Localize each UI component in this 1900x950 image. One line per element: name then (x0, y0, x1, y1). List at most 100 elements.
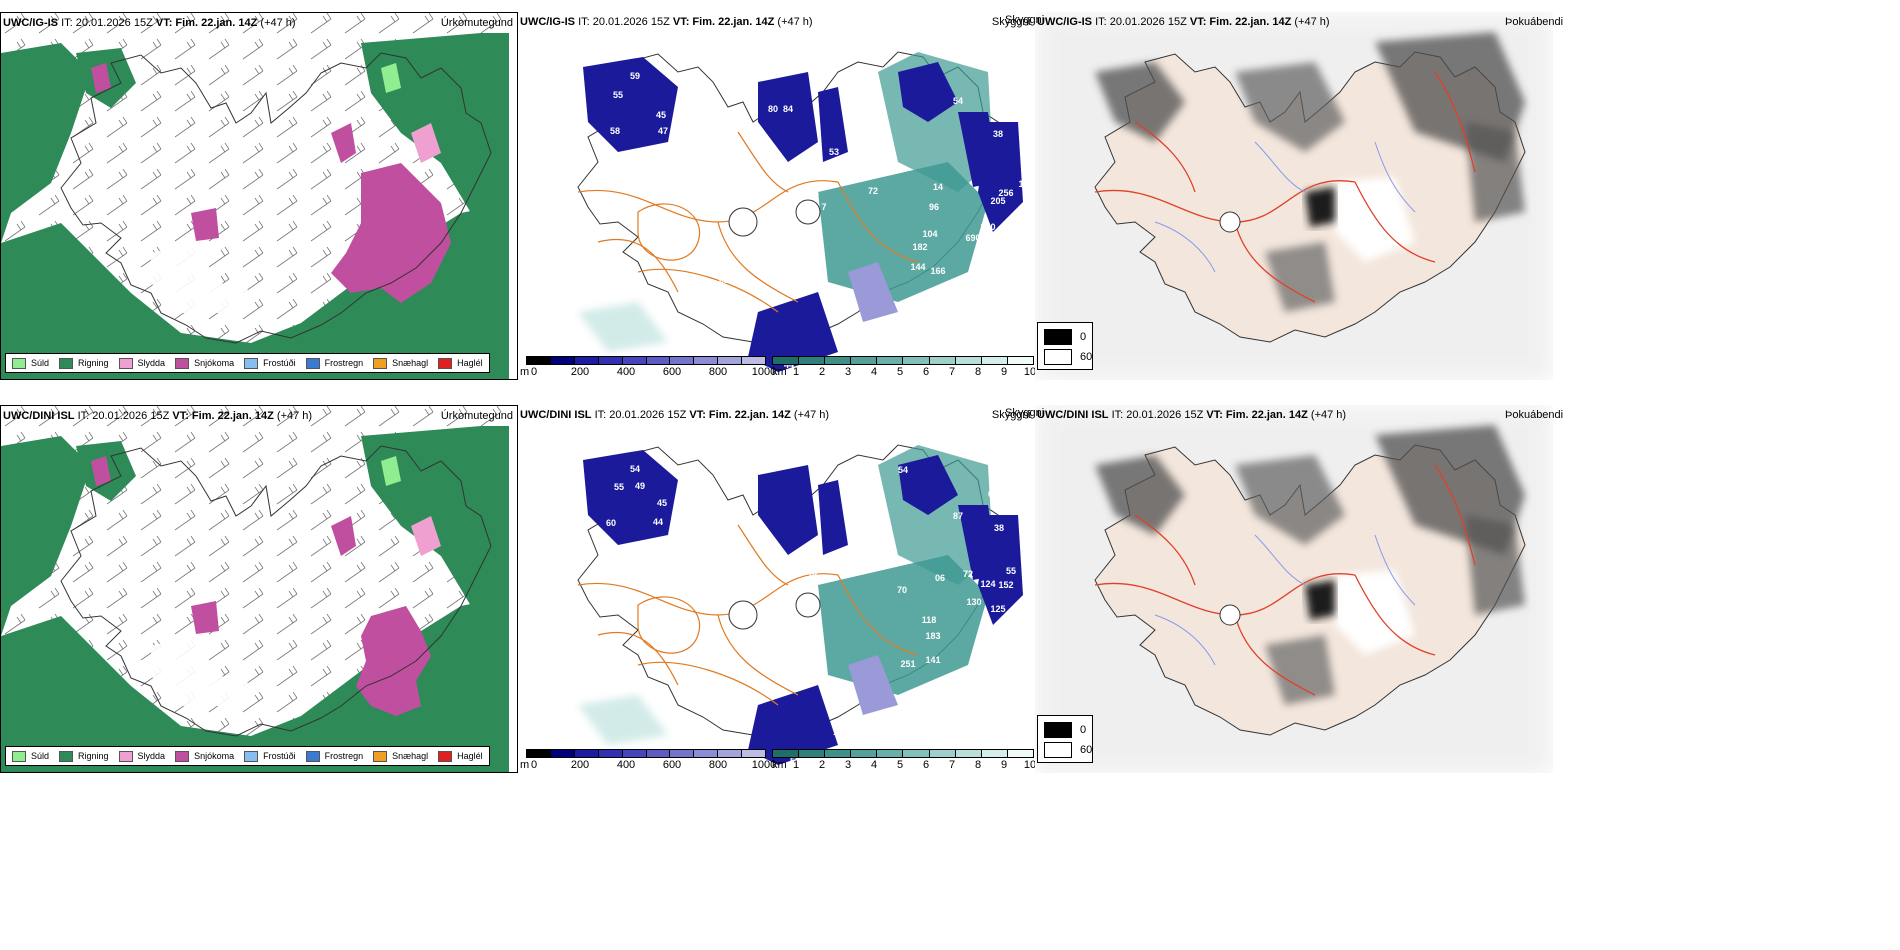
precip-map (1, 406, 509, 772)
legend-item: Súld (12, 750, 49, 762)
panel-name: Skyggni (991, 16, 1031, 28)
legend-item: Snjókoma (175, 750, 234, 762)
colorbar-tick: 4 (870, 759, 878, 771)
colorbar-unit: m (520, 366, 530, 378)
fog-legend-label: 0 (1080, 331, 1087, 343)
colorbar-unit: km (772, 366, 787, 378)
colorbar-tick: 200 (570, 366, 590, 378)
panel-title: UWC/IG-IS IT: 20.01.2026 15Z VT: Fim. 22… (3, 17, 296, 29)
legend-swatch (305, 357, 320, 369)
legend-swatch (438, 750, 453, 762)
legend-swatch (305, 750, 320, 762)
panel-name: Þokuábendi (1505, 409, 1564, 421)
colorbar-tick: 7 (948, 759, 956, 771)
colorbar-tick: 1 (792, 366, 800, 378)
colorbar-tick: 5 (896, 759, 904, 771)
panel-title: UWC/DINI ISL IT: 20.01.2026 15Z VT: Fim.… (3, 410, 313, 422)
precip-legend: Súld Rigning Slydda Snjókoma Frostúði Frostre… (5, 353, 490, 373)
panel-title: UWC/IG-IS IT: 20.01.2026 15Z VT: Fim. 22… (520, 16, 813, 28)
colorbar-tick: 6 (922, 759, 930, 771)
legend-swatch (175, 357, 190, 369)
cloudbase-map (518, 12, 1033, 380)
colorbar-tick: 600 (662, 759, 682, 771)
colorbar-tick: 6 (922, 366, 930, 378)
legend-swatch (244, 750, 259, 762)
panel-name: Úrkomutegund (440, 410, 513, 422)
fog-map (1035, 12, 1553, 380)
precip-map (1, 13, 509, 379)
colorbar-tick: 10 (1023, 759, 1035, 771)
cloudbase-colorbar: m 0 200 400 600 800 1000 (520, 747, 776, 773)
panel-title: UWC/DINI ISL IT: 20.01.2026 15Z VT: Fim.… (1037, 409, 1347, 421)
panel-name: Skyggni (991, 409, 1031, 421)
colorbar-unit: km (772, 759, 787, 771)
legend-swatch (244, 357, 259, 369)
legend-item: Snjókoma (175, 357, 234, 369)
precip-legend: Súld Rigning Slydda Snjókoma Frostúði Frostre… (5, 746, 490, 766)
legend-swatch (59, 750, 74, 762)
colorbar-tick: 0 (530, 759, 538, 771)
precip-type-panel: UWC/IG-IS IT: 20.01.2026 15Z VT: Fim. 22… (0, 12, 518, 380)
colorbar-tick: 2 (818, 759, 826, 771)
colorbar-unit: m (520, 759, 530, 771)
colorbar-tick: 1000 (751, 366, 777, 378)
cloudbase-panel: 5955455847101888084535568782897254383514… (518, 12, 1035, 380)
colorbar-tick: 7 (948, 366, 956, 378)
legend-item: Frostregn (305, 750, 363, 762)
colorbar-tick: 8 (974, 759, 982, 771)
visibility-colorbar: km 1 2 3 4 5 6 7 8 9 10 (772, 354, 1035, 380)
colorbar-tick: 0 (530, 366, 538, 378)
fog-legend-label: 60 (1080, 744, 1093, 756)
legend-swatch (175, 750, 190, 762)
legend-item: Rigning (59, 357, 109, 369)
legend-swatch (118, 357, 133, 369)
legend-swatch (438, 357, 453, 369)
colorbar-tick: 600 (662, 366, 682, 378)
legend-item: Snæhagl (373, 750, 428, 762)
colorbar-tick: 1 (792, 759, 800, 771)
legend-swatch (373, 750, 388, 762)
legend-item: Haglél (438, 357, 483, 369)
colorbar-tick: 8 (974, 366, 982, 378)
panel-name: Skyggni (1005, 14, 1045, 26)
legend-item: Rigning (59, 750, 109, 762)
colorbar-tick: 9 (1000, 759, 1008, 771)
legend-item: Frostregn (305, 357, 363, 369)
colorbar-tick: 400 (616, 759, 636, 771)
panel-name: Úrkomutegund (440, 17, 513, 29)
legend-swatch (373, 357, 388, 369)
panel-name: Þokuábendi (1505, 16, 1564, 28)
colorbar-tick: 3 (844, 759, 852, 771)
fog-legend-label: 0 (1080, 724, 1087, 736)
legend-swatch (118, 750, 133, 762)
colorbar-tick: 4 (870, 366, 878, 378)
fog-index-panel: UWC/IG-IS IT: 20.01.2026 15Z VT: Fim. 22… (1035, 12, 1900, 380)
colorbar-tick: 400 (616, 366, 636, 378)
legend-swatch (12, 750, 26, 762)
fog-legend: 0 60 (1037, 322, 1093, 370)
colorbar-tick: 3 (844, 366, 852, 378)
legend-item: Slydda (118, 357, 165, 369)
legend-item: Frostúði (244, 750, 296, 762)
precip-type-panel: UWC/DINI ISL IT: 20.01.2026 15Z VT: Fim.… (0, 405, 518, 773)
visibility-colorbar: km 1 2 3 4 5 6 7 8 9 10 (772, 747, 1035, 773)
colorbar-tick: 5 (896, 366, 904, 378)
colorbar-tick: 200 (570, 759, 590, 771)
colorbar-tick: 800 (708, 759, 728, 771)
colorbar-tick: 800 (708, 366, 728, 378)
panel-name: Skyggni (1005, 407, 1045, 419)
legend-item: Frostúði (244, 357, 296, 369)
colorbar-tick: 10 (1023, 366, 1035, 378)
legend-item: Snæhagl (373, 357, 428, 369)
cloudbase-colorbar: m 0 200 400 600 800 1000 (520, 354, 776, 380)
legend-item: Slydda (118, 750, 165, 762)
cloudbase-map (518, 405, 1033, 773)
cloudbase-panel: 5455494560446399752560858254663887292833… (518, 405, 1035, 773)
legend-item: Haglél (438, 750, 483, 762)
panel-title: UWC/DINI ISL IT: 20.01.2026 15Z VT: Fim.… (520, 409, 830, 421)
panel-title: UWC/IG-IS IT: 20.01.2026 15Z VT: Fim. 22… (1037, 16, 1330, 28)
legend-swatch (59, 357, 74, 369)
fog-legend-label: 60 (1080, 351, 1093, 363)
colorbar-tick: 1000 (751, 759, 777, 771)
fog-map (1035, 405, 1553, 773)
